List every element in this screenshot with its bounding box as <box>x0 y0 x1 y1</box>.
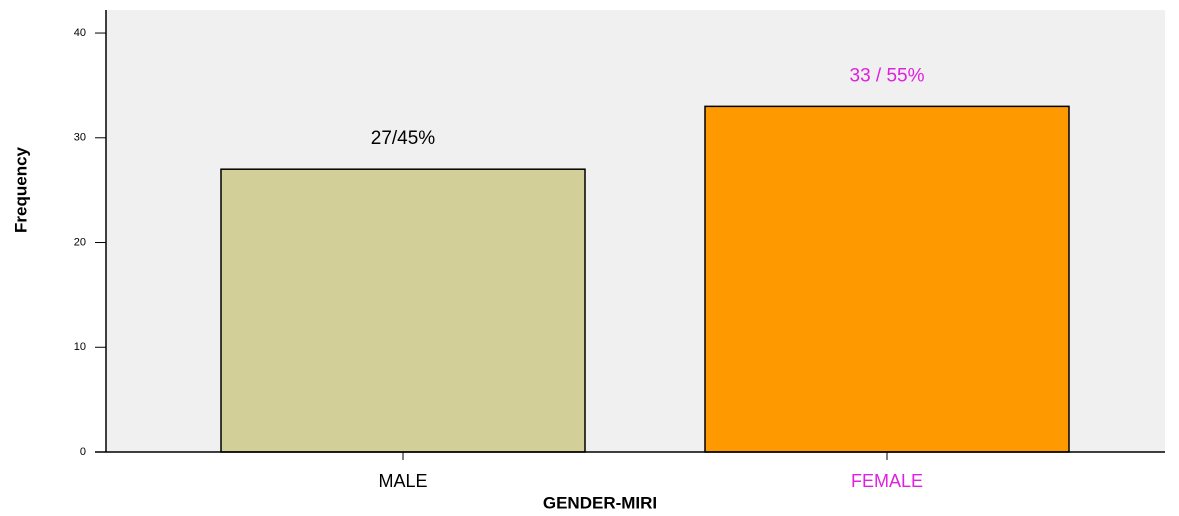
x-axis-title: GENDER-MIRI <box>543 493 657 512</box>
value-label: 33 / 55% <box>850 65 925 86</box>
y-tick-label: 0 <box>80 446 86 458</box>
y-tick-label: 30 <box>74 132 86 144</box>
x-tick-label: MALE <box>378 471 427 491</box>
y-tick-label: 10 <box>74 341 86 353</box>
y-tick-label: 20 <box>74 236 86 248</box>
y-tick-label: 40 <box>74 27 86 39</box>
bar <box>704 105 1070 453</box>
value-label: 27/45% <box>371 128 436 149</box>
y-axis-title: Frequency <box>11 146 30 233</box>
x-tick-label: FEMALE <box>851 471 923 491</box>
bar <box>220 168 586 453</box>
